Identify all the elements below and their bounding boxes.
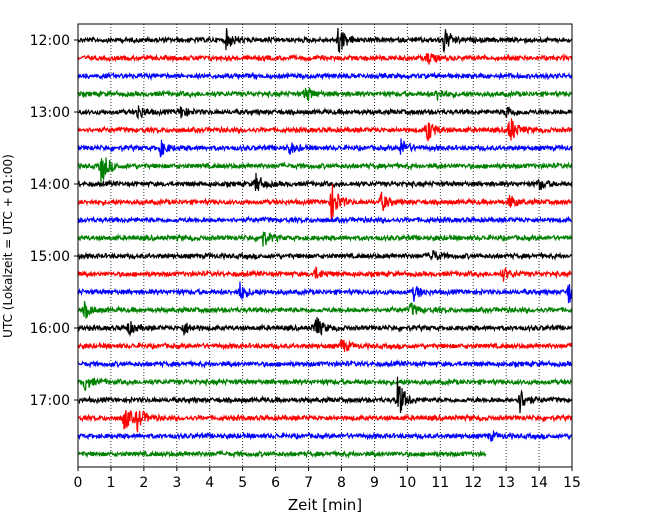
x-tick-label: 8: [337, 475, 346, 491]
x-tick-label: 9: [370, 475, 379, 491]
trace-1400: [77, 172, 573, 191]
trace-1300: [77, 105, 573, 121]
x-tick-label: 14: [530, 475, 548, 491]
x-tick-label: 13: [497, 475, 515, 491]
trace-1430: [77, 215, 573, 225]
plot-frame: [77, 23, 573, 468]
x-tick-label: 6: [271, 475, 280, 491]
trace-1645: [77, 377, 573, 392]
y-tick-label: 14:00: [30, 177, 70, 193]
x-tick-label: 15: [563, 475, 581, 491]
y-tick-label: 13:00: [30, 105, 70, 121]
trace-1445: [77, 231, 573, 247]
x-axis-ticks: 0 1 2 3 4 5 6 7 8 9 10 11 12 13 14 15: [74, 467, 581, 491]
trace-1545: [77, 300, 573, 319]
y-tick-label: 12:00: [30, 33, 70, 49]
y-tick-label: 16:00: [30, 321, 70, 337]
trace-1500: [77, 249, 573, 262]
x-tick-label: 5: [238, 475, 247, 491]
x-tick-label: 4: [205, 475, 214, 491]
trace-1700: [77, 376, 573, 414]
trace-1745: [77, 449, 487, 460]
vertical-grid: [110, 24, 540, 467]
y-axis-ticks: 12:00 13:00 14:00 15:00 16:00 17:00: [30, 33, 78, 409]
trace-1715: [77, 410, 573, 433]
trace-1730: [77, 429, 573, 442]
trace-1600: [77, 317, 573, 337]
trace-1345: [77, 157, 573, 184]
trace-1245: [77, 87, 573, 102]
trace-1230: [77, 71, 573, 82]
x-tick-label: 2: [139, 475, 148, 491]
trace-1415: [77, 184, 573, 222]
seismic-traces: [77, 27, 573, 460]
x-tick-label: 10: [398, 475, 416, 491]
x-tick-label: 7: [304, 475, 313, 491]
trace-1630: [77, 359, 573, 370]
trace-1315: [77, 118, 573, 142]
trace-1215: [77, 52, 573, 65]
trace-1530: [77, 281, 573, 304]
x-tick-label: 11: [431, 475, 449, 491]
trace-1330: [77, 138, 573, 158]
x-tick-label: 12: [464, 475, 482, 491]
x-tick-label: 0: [74, 475, 83, 491]
y-axis-label: UTC (Lokalzeit = UTC + 01:00): [1, 154, 15, 338]
trace-1515: [77, 266, 573, 282]
trace-1615: [77, 339, 573, 352]
y-tick-label: 15:00: [30, 249, 70, 265]
trace-1200: [77, 27, 573, 54]
y-tick-label: 17:00: [30, 393, 70, 409]
x-tick-label: 3: [172, 475, 181, 491]
x-axis-label: Zeit [min]: [288, 496, 362, 514]
x-tick-label: 1: [106, 475, 115, 491]
